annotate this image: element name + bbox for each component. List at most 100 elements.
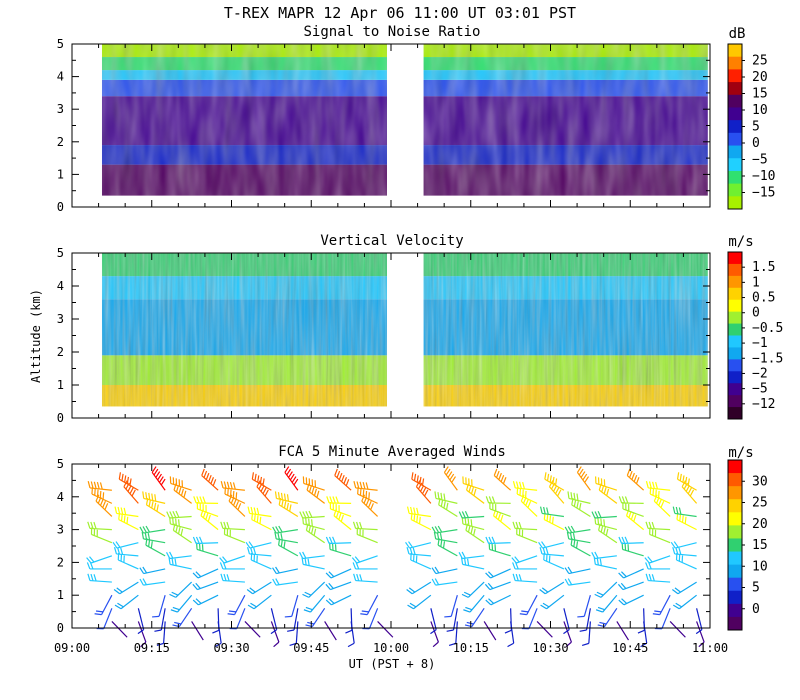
barb-flag [554, 487, 560, 495]
barb-shaft [356, 533, 378, 544]
barb-shaft [368, 608, 379, 629]
y-tick-label: 4 [57, 279, 64, 293]
barb-flag [606, 488, 610, 496]
wind-barb [117, 552, 139, 570]
barb-shaft [224, 493, 246, 504]
barb-shaft [643, 608, 646, 631]
wind-barb [645, 521, 671, 531]
barb-flag [165, 552, 171, 559]
wind-barb [357, 487, 378, 504]
barb-flag [449, 473, 455, 481]
colorbar-swatch [728, 170, 742, 185]
barb-flag [512, 573, 516, 581]
barb-flag [123, 507, 127, 515]
barb-flag [648, 481, 652, 489]
barb-flag [620, 582, 627, 589]
wind-barb [444, 595, 458, 618]
barb-flag [137, 629, 145, 635]
barb-flag [491, 536, 496, 544]
barb-flag [249, 587, 256, 593]
colorbar-label: 1 [752, 275, 760, 290]
y-tick-label: 1 [57, 378, 64, 392]
barb-flag [564, 526, 570, 534]
barb-shaft [410, 559, 432, 570]
barb-flag [546, 513, 549, 522]
barb-flag [223, 521, 227, 529]
barb-flag [356, 481, 360, 489]
barb-flag [675, 602, 683, 608]
wind-barb [540, 594, 565, 610]
barb-flag [579, 629, 587, 632]
barb-shaft [623, 594, 644, 606]
colorbar-swatch [728, 183, 742, 197]
barb-flag [246, 589, 254, 595]
barb-flag [308, 518, 310, 526]
wind-barb [192, 581, 219, 591]
barb-shaft [330, 581, 352, 591]
wind-barb [410, 512, 432, 531]
barb-shaft [435, 581, 458, 586]
barb-flag [148, 539, 151, 547]
barb-flag [689, 489, 695, 497]
barb-shaft [623, 568, 644, 579]
barb-shaft [223, 555, 246, 564]
barb-flag [488, 536, 493, 544]
barb-shaft [675, 542, 697, 549]
barb-flag [94, 488, 96, 496]
x-tick-label: 11:00 [692, 641, 728, 655]
wind-barb [511, 555, 538, 564]
colorbar-swatch [728, 551, 742, 566]
barb-flag [192, 572, 199, 579]
barb-shaft [526, 594, 538, 615]
wind-barb [484, 581, 511, 591]
barb-shaft [270, 621, 280, 643]
barb-shaft [119, 581, 139, 595]
barb-shaft [91, 493, 113, 504]
wind-barb [618, 496, 644, 504]
barb-flag [311, 486, 315, 494]
barb-flag [332, 496, 336, 504]
barb-shaft [251, 519, 272, 531]
y-tick-label: 3 [57, 102, 64, 116]
barb-flag [202, 496, 206, 504]
barb-shaft [600, 581, 618, 598]
barb-flag [158, 476, 164, 483]
barb-flag [439, 532, 443, 541]
wind-barb [645, 573, 671, 583]
barb-flag [258, 482, 263, 490]
barb-shaft [145, 544, 166, 557]
barb-flag [174, 621, 182, 625]
barb-shaft [163, 621, 166, 644]
barb-shaft [437, 544, 458, 557]
barb-flag [461, 593, 469, 598]
barb-flag [220, 481, 224, 489]
wind-barb [247, 506, 272, 518]
colorbar-label: −2 [752, 366, 768, 381]
wind-barb [617, 581, 644, 591]
barb-flag [336, 470, 341, 478]
barb-flag [565, 641, 572, 648]
wind-barb [245, 541, 272, 549]
barb-flag [485, 536, 490, 544]
wind-barb [353, 573, 378, 583]
barb-shaft [116, 553, 139, 557]
wind-barb [302, 516, 325, 531]
barb-flag [431, 526, 437, 534]
barb-flag [485, 496, 490, 504]
barb-flag [444, 615, 452, 618]
barb-shaft [234, 594, 246, 615]
axis-frame [71, 463, 711, 629]
barb-shaft [465, 529, 485, 544]
barb-flag [582, 473, 588, 481]
barb-flag [359, 521, 363, 529]
barb-flag [413, 507, 416, 515]
barb-shaft [118, 519, 139, 531]
barb-flag [126, 476, 130, 484]
barb-flag [621, 571, 627, 578]
barb-shaft [549, 486, 565, 504]
barb-flag [304, 558, 307, 566]
barb-flag [303, 609, 311, 613]
colorbar-swatch [728, 275, 742, 289]
barb-flag [250, 506, 254, 514]
barb-flag [618, 572, 624, 579]
